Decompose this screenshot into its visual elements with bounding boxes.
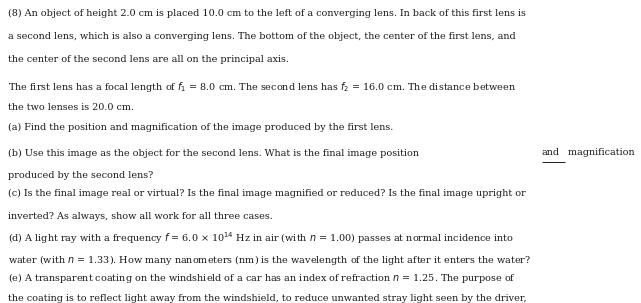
Text: and: and [542, 148, 560, 158]
Text: magnification: magnification [565, 148, 635, 158]
Text: (8) An object of height 2.0 cm is placed 10.0 cm to the left of a converging len: (8) An object of height 2.0 cm is placed… [8, 9, 526, 18]
Text: produced by the second lens?: produced by the second lens? [8, 171, 153, 180]
Text: (b) Use this image as the object for the second lens. What is the final image po: (b) Use this image as the object for the… [8, 148, 422, 158]
Text: water (with $n$ = 1.33). How many nanometers (nm) is the wavelength of the light: water (with $n$ = 1.33). How many nanome… [8, 253, 531, 267]
Text: the center of the second lens are all on the principal axis.: the center of the second lens are all on… [8, 55, 288, 64]
Text: (d) A light ray with a frequency $f$ = 6.0 × 10$^{14}$ Hz in air (with $n$ = 1.0: (d) A light ray with a frequency $f$ = 6… [8, 230, 513, 246]
Text: the two lenses is 20.0 cm.: the two lenses is 20.0 cm. [8, 103, 133, 112]
Text: The first lens has a focal length of $f_1$ = 8.0 cm. The second lens has $f_2$ =: The first lens has a focal length of $f_… [8, 80, 516, 94]
Text: the coating is to reflect light away from the windshield, to reduce unwanted str: the coating is to reflect light away fro… [8, 294, 526, 303]
Text: a second lens, which is also a converging lens. The bottom of the object, the ce: a second lens, which is also a convergin… [8, 32, 515, 41]
Text: (a) Find the position and magnification of the image produced by the first lens.: (a) Find the position and magnification … [8, 123, 393, 132]
Text: (e) A transparent coating on the windshield of a car has an index of refraction : (e) A transparent coating on the windshi… [8, 271, 516, 285]
Text: (c) Is the final image real or virtual? Is the final image magnified or reduced?: (c) Is the final image real or virtual? … [8, 189, 526, 198]
Text: inverted? As always, show all work for all three cases.: inverted? As always, show all work for a… [8, 212, 272, 221]
